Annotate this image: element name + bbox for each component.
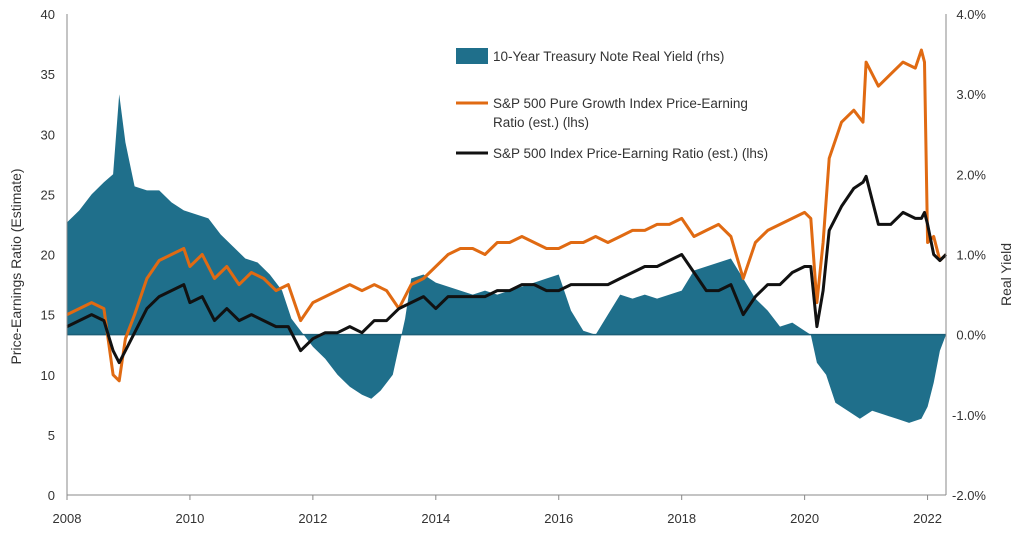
y-right-tick-label: -1.0% [952,408,986,423]
y-right-tick-label: 2.0% [956,167,986,182]
x-tick-label: 2008 [53,511,82,526]
y-left-tick-label: 5 [48,428,55,443]
y-left-tick-label: 0 [48,488,55,503]
y-left-tick-label: 20 [41,248,55,263]
y-left-tick-label: 10 [41,368,55,383]
legend: 10-Year Treasury Note Real Yield (rhs) S&… [456,48,768,161]
x-tick-label: 2016 [544,511,573,526]
y-left-tick-label: 30 [41,127,55,142]
pe-lines-layer [66,48,948,383]
left-axis-title: Price-Earnings Ratio (Estimate) [8,168,24,364]
y-right-tick-label: 3.0% [956,87,986,102]
y-left-tick-label: 35 [41,67,55,82]
y-right-tick-label: 1.0% [956,248,986,263]
y-left-tick-label: 15 [41,308,55,323]
axes-layer [66,14,947,496]
tick-labels-layer: 0 5 10 15 20 25 30 35 40 4.0% 3.0% 2.0% 1.0% 0.0% -1.0… [41,7,987,526]
sp500-pe-line [66,174,948,365]
x-tick-label: 2014 [421,511,450,526]
pure-growth-pe-line [66,48,948,383]
x-tick-label: 2012 [298,511,327,526]
real-yield-area [67,94,946,423]
x-tick-label: 2018 [667,511,696,526]
y-right-tick-label: 4.0% [956,7,986,22]
x-tick-label: 2020 [790,511,819,526]
right-axis-title: Real Yield [998,243,1014,306]
legend-label-pure-growth: S&P 500 Pure Growth Index Price-Earning R… [493,96,748,130]
x-tick-label: 2022 [913,511,942,526]
y-left-tick-label: 40 [41,7,55,22]
legend-swatch-real-yield [456,48,488,64]
legend-label-real-yield: 10-Year Treasury Note Real Yield (rhs) [493,49,724,64]
y-right-tick-label: 0.0% [956,328,986,343]
y-left-tick-label: 25 [41,187,55,202]
x-tick-label: 2010 [175,511,204,526]
y-right-tick-label: -2.0% [952,488,986,503]
legend-label-sp500: S&P 500 Index Price-Earning Ratio (est.)… [493,146,768,161]
real-yield-area-layer [67,94,946,423]
